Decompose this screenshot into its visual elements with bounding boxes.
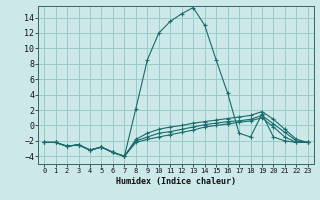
X-axis label: Humidex (Indice chaleur): Humidex (Indice chaleur) <box>116 177 236 186</box>
